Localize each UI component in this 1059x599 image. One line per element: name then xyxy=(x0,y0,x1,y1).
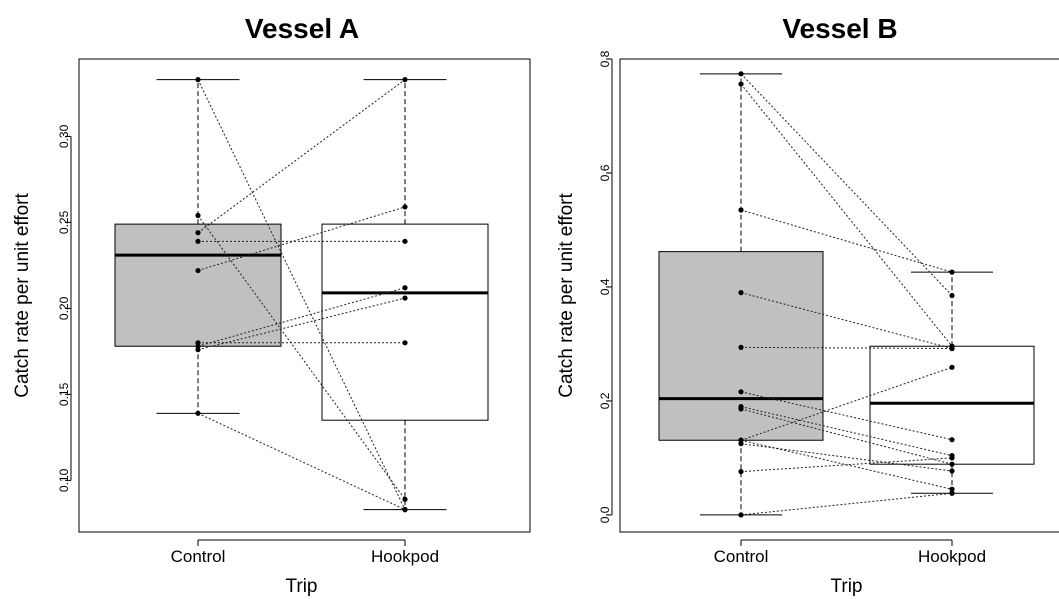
y-tick-label: 0.0 xyxy=(598,506,612,523)
y-tick-label: 0.20 xyxy=(57,296,71,320)
data-point-hookpod xyxy=(402,77,408,83)
data-point-hookpod xyxy=(402,340,408,346)
y-tick-label: 0.8 xyxy=(598,50,612,67)
data-point-hookpod xyxy=(402,507,408,513)
y-tick-label: 0.15 xyxy=(57,382,71,406)
pair-line xyxy=(740,73,953,296)
box-iqr-hookpod xyxy=(321,223,489,421)
y-tick-label: 0.2 xyxy=(598,392,612,409)
pair-line xyxy=(197,79,406,234)
data-point-hookpod xyxy=(949,461,955,467)
pair-line xyxy=(740,83,953,347)
pair-line xyxy=(197,206,406,272)
x-tick-label: Hookpod xyxy=(918,547,986,566)
data-point-control xyxy=(195,410,201,416)
pair-line xyxy=(740,209,953,273)
panel-vessel-b: Vessel B 0.0 0.2 0.4 0.6 0.8 Control Hookpod Tri… xyxy=(556,13,1059,597)
y-tick-label: 0.6 xyxy=(598,164,612,181)
data-point-hookpod xyxy=(949,437,955,443)
y-tick-label: 0.30 xyxy=(57,124,71,148)
data-point-control xyxy=(195,267,201,274)
data-point-control xyxy=(195,77,201,83)
data-point-control xyxy=(738,344,744,350)
data-point-control xyxy=(195,212,201,219)
x-axis-label: Trip xyxy=(830,576,862,597)
y-axis-label: Catch rate per unit effort xyxy=(12,193,33,398)
pair-line xyxy=(740,457,953,473)
data-point-control xyxy=(738,290,744,296)
x-axis-label: Trip xyxy=(285,576,317,597)
data-point-control xyxy=(195,230,201,236)
data-point-control xyxy=(738,441,744,447)
data-point-control xyxy=(738,389,744,395)
pair-line xyxy=(740,366,953,441)
x-tick-label: Hookpod xyxy=(371,547,439,566)
chart-title: Vessel A xyxy=(245,13,359,44)
pair-line xyxy=(740,443,953,472)
box-iqr-control xyxy=(114,223,282,347)
data-point-hookpod xyxy=(949,269,955,275)
y-tick-label: 0.4 xyxy=(598,278,612,295)
data-point-control xyxy=(738,512,744,518)
data-point-hookpod xyxy=(949,364,955,370)
pair-line xyxy=(197,215,406,500)
x-tick-label: Control xyxy=(171,547,226,566)
panel-vessel-a: Vessel A 0.10 0.15 0.20 0.25 0.30 Control Hookp… xyxy=(12,13,531,597)
y-tick-label: 0.10 xyxy=(57,468,71,492)
pair-line xyxy=(740,391,953,441)
pair-line xyxy=(197,297,406,351)
data-point-control xyxy=(195,238,201,244)
pair-line xyxy=(740,408,953,465)
data-point-control xyxy=(738,207,744,213)
pair-line xyxy=(740,406,953,457)
pair-line xyxy=(740,492,953,516)
data-point-hookpod xyxy=(402,204,408,210)
data-point-hookpod xyxy=(949,292,955,299)
pair-line xyxy=(740,292,953,349)
data-point-control xyxy=(195,347,201,353)
pair-line xyxy=(740,346,953,349)
data-point-control xyxy=(738,406,744,412)
plot-frame xyxy=(619,58,1059,533)
pair-line xyxy=(197,79,406,510)
data-point-control xyxy=(738,81,744,87)
y-tick-label: 0.25 xyxy=(57,210,71,234)
y-axis-label: Catch rate per unit effort xyxy=(556,193,577,398)
data-point-control xyxy=(738,468,744,475)
data-point-control xyxy=(738,71,744,77)
data-point-hookpod xyxy=(949,490,955,496)
data-point-hookpod xyxy=(949,468,955,474)
data-point-hookpod xyxy=(402,496,408,502)
data-point-hookpod xyxy=(402,238,408,244)
x-tick-label: Control xyxy=(714,547,769,566)
data-point-hookpod xyxy=(949,345,955,352)
data-point-hookpod xyxy=(402,295,408,301)
data-point-hookpod xyxy=(949,486,955,492)
plot-frame xyxy=(78,58,531,533)
box-iqr-hookpod xyxy=(869,345,1035,465)
pair-line xyxy=(197,412,406,511)
chart-title: Vessel B xyxy=(782,13,897,44)
data-point-hookpod xyxy=(402,285,408,291)
data-point-hookpod xyxy=(949,455,955,461)
